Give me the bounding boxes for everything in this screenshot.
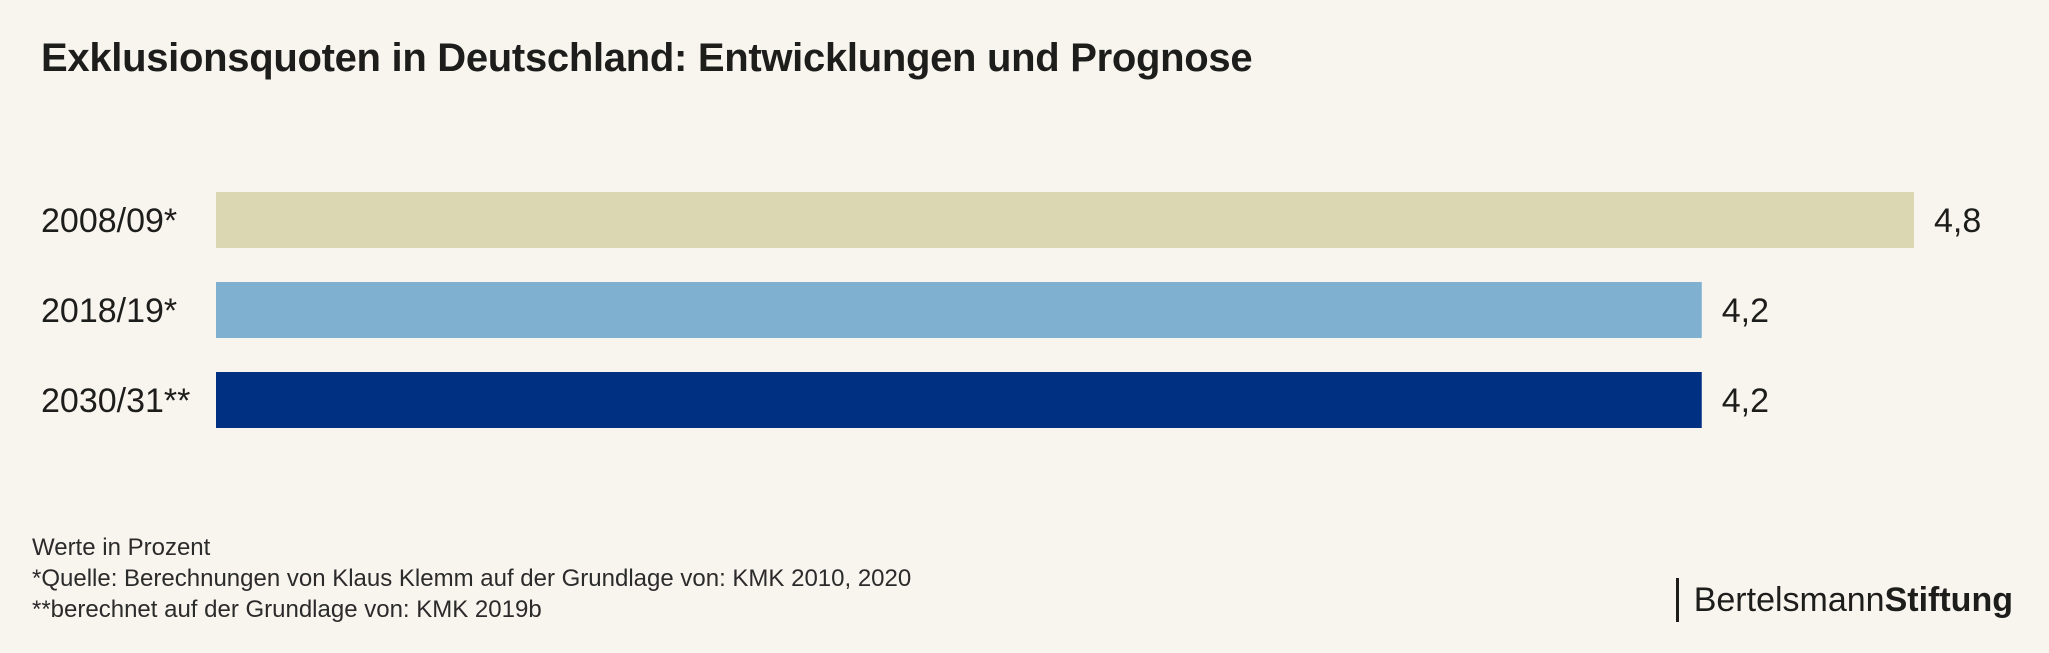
footnotes: Werte in Prozent *Quelle: Berechnungen v…: [32, 532, 911, 625]
category-label-0: 2008/09*: [41, 202, 177, 240]
unit-note: Werte in Prozent: [32, 534, 211, 561]
category-label-2: 2030/31**: [41, 382, 190, 420]
source-note-1: *Quelle: Berechnungen von Klaus Klemm au…: [32, 565, 912, 592]
logo-part-2: Stiftung: [1884, 580, 2013, 619]
bertelsmann-stiftung-logo: Bertelsmann Stiftung: [1675, 578, 2013, 622]
bar-2: [216, 372, 1702, 428]
source-note-2: **berechnet auf der Grundlage von: KMK 2…: [32, 596, 542, 623]
value-label-2: 4,2: [1722, 382, 1769, 420]
logo-part-1: Bertelsmann: [1693, 580, 1885, 619]
value-label-1: 4,2: [1722, 292, 1769, 330]
chart-title: Exklusionsquoten in Deutschland: Entwick…: [41, 36, 1253, 80]
category-label-1: 2018/19*: [41, 292, 177, 330]
value-label-0: 4,8: [1934, 202, 1981, 240]
bar-1: [216, 282, 1702, 338]
bar-0: [216, 192, 1914, 248]
